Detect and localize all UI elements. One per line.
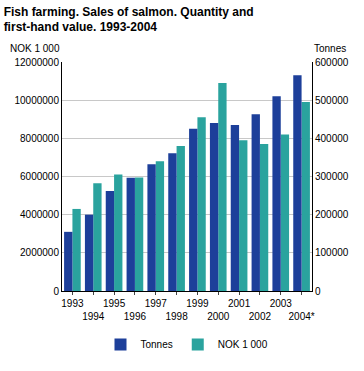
svg-text:0: 0 [315, 286, 321, 297]
svg-text:8000000: 8000000 [20, 133, 59, 144]
svg-text:2001: 2001 [228, 298, 251, 309]
svg-text:1994: 1994 [82, 311, 105, 322]
svg-text:Fish farming. Sales of salmon.: Fish farming. Sales of salmon. Quantity … [4, 5, 254, 35]
svg-text:300000: 300000 [315, 171, 349, 182]
svg-text:4000000: 4000000 [20, 209, 59, 220]
svg-text:600000: 600000 [315, 57, 349, 68]
svg-text:1995: 1995 [103, 298, 126, 309]
svg-text:500000: 500000 [315, 95, 349, 106]
svg-text:10000000: 10000000 [15, 95, 60, 106]
svg-text:1999: 1999 [186, 298, 209, 309]
svg-text:1993: 1993 [61, 298, 84, 309]
svg-text:2000: 2000 [207, 311, 230, 322]
svg-text:0: 0 [53, 286, 59, 297]
svg-text:1997: 1997 [145, 298, 168, 309]
svg-text:NOK 1 000: NOK 1 000 [10, 43, 60, 54]
svg-text:2000000: 2000000 [20, 247, 59, 258]
svg-text:400000: 400000 [315, 133, 349, 144]
svg-text:Tonnes: Tonnes [314, 43, 346, 54]
svg-text:200000: 200000 [315, 209, 349, 220]
svg-text:12000000: 12000000 [15, 57, 60, 68]
svg-text:1998: 1998 [165, 311, 188, 322]
svg-text:NOK 1 000: NOK 1 000 [218, 339, 268, 350]
svg-text:2002: 2002 [249, 311, 272, 322]
svg-text:1996: 1996 [124, 311, 147, 322]
svg-text:100000: 100000 [315, 247, 349, 258]
svg-text:2003: 2003 [270, 298, 293, 309]
svg-text:6000000: 6000000 [20, 171, 59, 182]
svg-text:Tonnes: Tonnes [141, 339, 173, 350]
svg-text:2004*: 2004* [289, 311, 315, 322]
